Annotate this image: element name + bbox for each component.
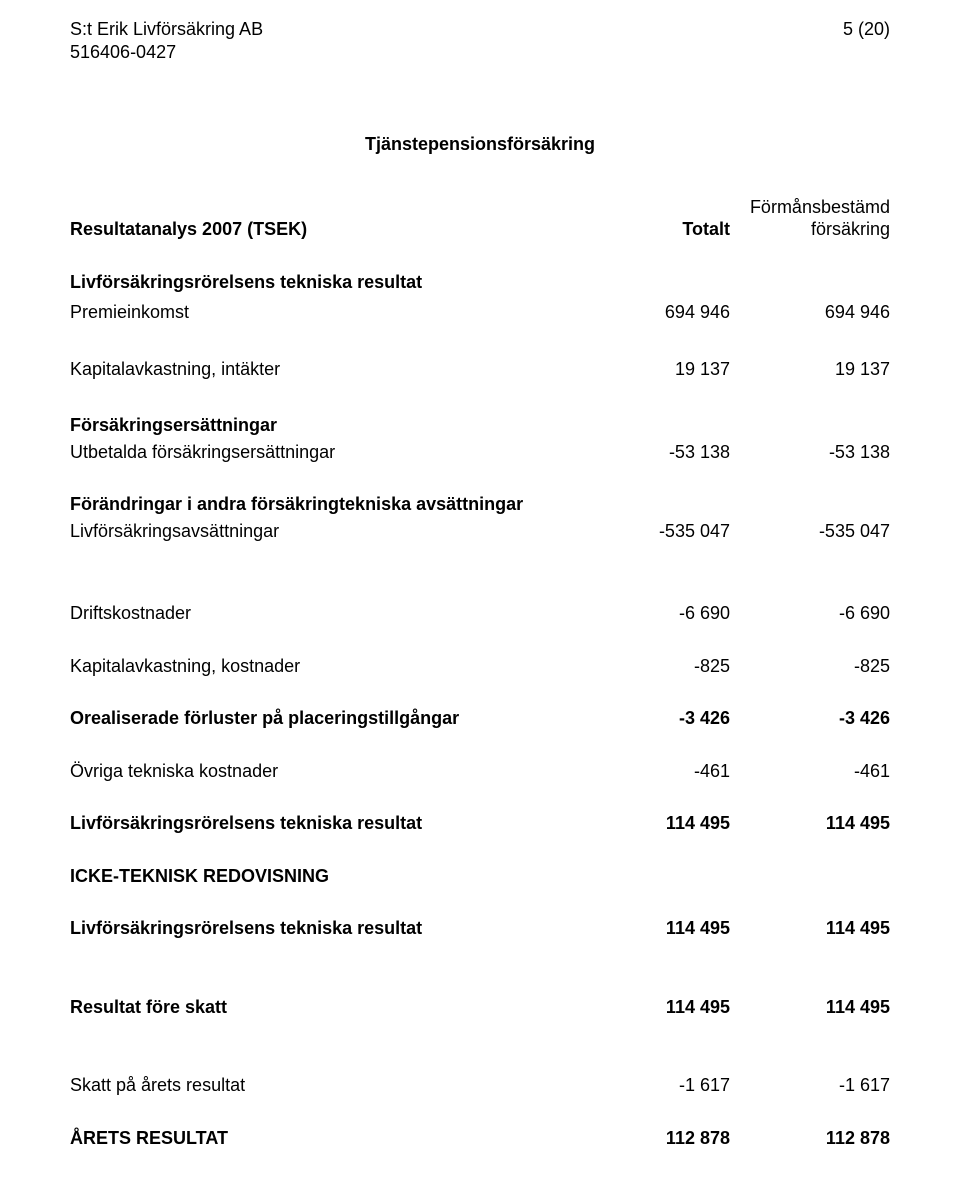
row-label: ÅRETS RESULTAT xyxy=(70,1127,590,1150)
row-label: Orealiserade förluster på placeringstill… xyxy=(70,707,590,730)
row-value-formansbestamd xyxy=(730,271,890,294)
row-label: Livförsäkringsrörelsens tekniska resulta… xyxy=(70,271,590,294)
header-left: S:t Erik Livförsäkring AB 516406-0427 xyxy=(70,18,263,63)
table-row: Försäkringsersättningar xyxy=(70,414,890,437)
table-row: Livförsäkringsrörelsens tekniska resulta… xyxy=(70,271,890,294)
column-headers: Resultatanalys 2007 (TSEK) Totalt Förmån… xyxy=(70,196,890,241)
spacer xyxy=(70,730,890,760)
spacer xyxy=(70,1097,890,1127)
row-value-totalt: 114 495 xyxy=(590,996,730,1019)
table-row: ÅRETS RESULTAT112 878112 878 xyxy=(70,1127,890,1150)
table-row: Resultat före skatt114 495114 495 xyxy=(70,996,890,1019)
row-value-totalt: -3 426 xyxy=(590,707,730,730)
row-label: ICKE-TEKNISK REDOVISNING xyxy=(70,865,590,888)
row-value-formansbestamd: -535 047 xyxy=(730,520,890,543)
row-value-formansbestamd: -1 617 xyxy=(730,1074,890,1097)
spacer xyxy=(70,542,890,602)
section-title: Tjänstepensionsförsäkring xyxy=(70,133,890,156)
row-label: Kapitalavkastning, intäkter xyxy=(70,358,590,381)
row-value-formansbestamd: -825 xyxy=(730,655,890,678)
row-value-totalt: 114 495 xyxy=(590,917,730,940)
row-label: Utbetalda försäkringsersättningar xyxy=(70,441,590,464)
row-value-totalt xyxy=(590,865,730,888)
table-row: Förändringar i andra försäkringtekniska … xyxy=(70,493,890,516)
company-name: S:t Erik Livförsäkring AB xyxy=(70,18,263,41)
row-value-totalt xyxy=(590,414,730,437)
analysis-label: Resultatanalys 2007 (TSEK) xyxy=(70,218,590,241)
table-row: Övriga tekniska kostnader-461-461 xyxy=(70,760,890,783)
spacer xyxy=(70,380,890,414)
row-value-totalt: 19 137 xyxy=(590,358,730,381)
row-value-formansbestamd: 19 137 xyxy=(730,358,890,381)
table-row: Livförsäkringsavsättningar-535 047-535 0… xyxy=(70,520,890,543)
row-value-totalt: -535 047 xyxy=(590,520,730,543)
row-value-formansbestamd: -6 690 xyxy=(730,602,890,625)
table-row: Livförsäkringsrörelsens tekniska resulta… xyxy=(70,917,890,940)
row-label: Övriga tekniska kostnader xyxy=(70,760,590,783)
row-value-totalt: 114 495 xyxy=(590,812,730,835)
row-value-formansbestamd: -461 xyxy=(730,760,890,783)
row-value-formansbestamd: 114 495 xyxy=(730,996,890,1019)
row-value-totalt xyxy=(590,271,730,294)
row-value-totalt: -6 690 xyxy=(590,602,730,625)
row-value-formansbestamd: 112 878 xyxy=(730,1127,890,1150)
spacer xyxy=(70,677,890,707)
column-header-formansbestamd: Förmånsbestämd försäkring xyxy=(730,196,890,241)
page: S:t Erik Livförsäkring AB 516406-0427 5 … xyxy=(0,0,960,1179)
table-row: Premieinkomst694 946694 946 xyxy=(70,301,890,324)
spacer xyxy=(70,940,890,996)
row-value-formansbestamd: -3 426 xyxy=(730,707,890,730)
spacer xyxy=(70,782,890,812)
spacer xyxy=(70,625,890,655)
row-value-totalt: -461 xyxy=(590,760,730,783)
table-row: Driftskostnader-6 690-6 690 xyxy=(70,602,890,625)
row-value-formansbestamd: 114 495 xyxy=(730,812,890,835)
spacer xyxy=(70,1018,890,1074)
row-value-totalt: -825 xyxy=(590,655,730,678)
row-label: Premieinkomst xyxy=(70,301,590,324)
row-label: Livförsäkringsrörelsens tekniska resulta… xyxy=(70,917,590,940)
spacer xyxy=(70,463,890,493)
spacer xyxy=(70,293,890,301)
table-row: Utbetalda försäkringsersättningar-53 138… xyxy=(70,441,890,464)
row-value-formansbestamd xyxy=(730,414,890,437)
row-value-totalt xyxy=(590,493,730,516)
row-value-formansbestamd xyxy=(730,865,890,888)
org-number: 516406-0427 xyxy=(70,41,263,64)
row-value-totalt: -53 138 xyxy=(590,441,730,464)
table-row: ICKE-TEKNISK REDOVISNING xyxy=(70,865,890,888)
page-indicator: 5 (20) xyxy=(843,18,890,63)
row-value-totalt: 112 878 xyxy=(590,1127,730,1150)
row-label: Kapitalavkastning, kostnader xyxy=(70,655,590,678)
column-header-totalt: Totalt xyxy=(590,218,730,241)
table-row: Kapitalavkastning, kostnader-825-825 xyxy=(70,655,890,678)
table-row: Orealiserade förluster på placeringstill… xyxy=(70,707,890,730)
row-value-formansbestamd: 694 946 xyxy=(730,301,890,324)
spacer xyxy=(70,835,890,865)
row-value-formansbestamd: -53 138 xyxy=(730,441,890,464)
row-value-formansbestamd: 114 495 xyxy=(730,917,890,940)
row-value-totalt: 694 946 xyxy=(590,301,730,324)
spacer xyxy=(70,887,890,917)
row-label: Livförsäkringsavsättningar xyxy=(70,520,590,543)
row-label: Resultat före skatt xyxy=(70,996,590,1019)
row-label: Försäkringsersättningar xyxy=(70,414,590,437)
table-row: Livförsäkringsrörelsens tekniska resulta… xyxy=(70,812,890,835)
row-label: Förändringar i andra försäkringtekniska … xyxy=(70,493,590,516)
spacer xyxy=(70,324,890,358)
row-label: Livförsäkringsrörelsens tekniska resulta… xyxy=(70,812,590,835)
row-label: Skatt på årets resultat xyxy=(70,1074,590,1097)
document-header: S:t Erik Livförsäkring AB 516406-0427 5 … xyxy=(70,18,890,63)
table-row: Skatt på årets resultat-1 617-1 617 xyxy=(70,1074,890,1097)
row-value-formansbestamd xyxy=(730,493,890,516)
table-row: Kapitalavkastning, intäkter19 13719 137 xyxy=(70,358,890,381)
financial-table: Livförsäkringsrörelsens tekniska resulta… xyxy=(70,271,890,1150)
row-value-totalt: -1 617 xyxy=(590,1074,730,1097)
row-label: Driftskostnader xyxy=(70,602,590,625)
